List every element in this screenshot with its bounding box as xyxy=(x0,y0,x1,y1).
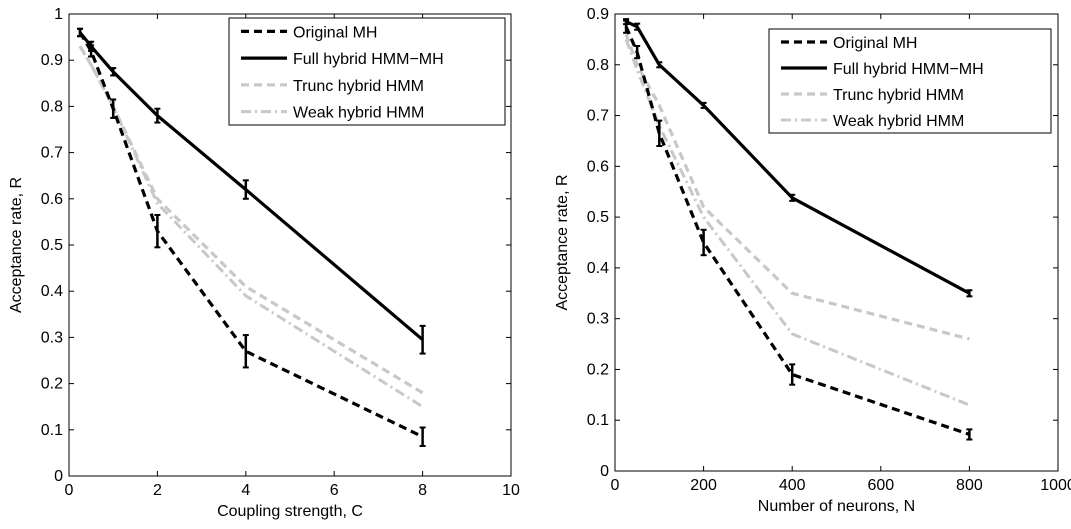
y-tick-label: 0.7 xyxy=(587,108,609,125)
y-axis-label: Acceptance rate, R xyxy=(8,177,25,313)
error-bar xyxy=(656,119,663,148)
y-tick-label: 0.5 xyxy=(587,209,609,226)
y-tick-label: 0.4 xyxy=(587,260,609,277)
y-tick-label: 0.4 xyxy=(41,283,63,300)
error-bar xyxy=(419,426,426,447)
error-bar xyxy=(242,179,249,200)
x-tick-label: 200 xyxy=(690,477,717,494)
x-tick-label: 6 xyxy=(330,482,339,499)
y-tick-label: 0.7 xyxy=(41,145,63,162)
y-tick-label: 0.3 xyxy=(41,329,63,346)
x-axis-label: Number of neurons, N xyxy=(758,498,915,515)
legend-box xyxy=(768,28,1052,134)
x-axis-label: Coupling strength, C xyxy=(217,503,363,520)
y-tick-label: 0.6 xyxy=(587,158,609,175)
series-line-3 xyxy=(78,45,424,395)
legend-label: Full hybrid HMM−MH xyxy=(293,51,444,68)
chart-panel-1: 0 2 4 6 8 10 0 0.1 0.2 0.3 0.4 0.5 0.6 0.7 0.8 0.9 1 Coup… xyxy=(8,6,520,520)
error-bar xyxy=(656,61,663,69)
legend-label: Full hybrid HMM−MH xyxy=(833,61,984,78)
legend-label: Weak hybrid HMM xyxy=(833,113,964,130)
error-bar xyxy=(634,22,641,31)
error-bar xyxy=(966,289,973,298)
error-bar xyxy=(789,193,796,202)
y-tick-label: 0.9 xyxy=(41,52,63,69)
y-tick-label: 0 xyxy=(54,468,63,485)
y-tick-label: 0.1 xyxy=(587,412,609,429)
y-tick-label: 0.2 xyxy=(587,361,609,378)
error-bar xyxy=(154,213,161,249)
legend-box xyxy=(228,17,506,126)
error-bar xyxy=(110,67,117,77)
y-axis-label: Acceptance rate, R xyxy=(554,174,571,310)
series-line-2 xyxy=(625,20,971,295)
x-tick-label: 4 xyxy=(241,482,250,499)
series-line-3 xyxy=(624,33,970,341)
series-line-2 xyxy=(78,31,424,341)
error-bar xyxy=(700,228,707,257)
series-line-4 xyxy=(624,38,970,407)
y-tick-label: 0.6 xyxy=(41,191,63,208)
legend: Original MH Full hybrid HMM−MH Trunc hybri… xyxy=(768,28,1052,134)
error-bar xyxy=(242,334,249,369)
error-bar xyxy=(966,428,973,441)
x-tick-label: 600 xyxy=(867,477,894,494)
y-tick-label: 1 xyxy=(54,6,63,23)
error-bar xyxy=(154,107,161,124)
error-bar xyxy=(419,324,426,355)
x-tick-label: 0 xyxy=(65,482,74,499)
y-tick-label: 0.3 xyxy=(587,311,609,328)
y-tick-label: 0.5 xyxy=(41,237,63,254)
legend-label: Weak hybrid HMM xyxy=(293,105,424,122)
legend-label: Original MH xyxy=(833,35,917,52)
y-tick-label: 0 xyxy=(600,463,609,480)
x-tick-label: 800 xyxy=(956,477,983,494)
y-tick-label: 0.1 xyxy=(41,422,63,439)
y-tick-label: 0.8 xyxy=(587,57,609,74)
series-line-1 xyxy=(624,26,970,436)
x-tick-label: 8 xyxy=(418,482,427,499)
series-line-4 xyxy=(78,45,424,408)
y-tick-label: 0.9 xyxy=(587,6,609,23)
error-bar xyxy=(110,98,117,119)
x-tick-label: 0 xyxy=(611,477,620,494)
legend-label: Trunc hybrid HMM xyxy=(293,78,424,95)
error-bar xyxy=(623,18,630,26)
error-bar xyxy=(634,44,641,60)
x-tick-label: 10 xyxy=(502,482,520,499)
legend-label: Trunc hybrid HMM xyxy=(833,87,964,104)
series-line-1 xyxy=(78,31,424,439)
error-bar xyxy=(789,363,796,386)
legend: Original MH Full hybrid HMM−MH Trunc hybri… xyxy=(228,17,506,126)
error-bar xyxy=(88,40,95,52)
plot-frame xyxy=(614,13,1059,472)
y-tick-label: 0.2 xyxy=(41,376,63,393)
x-tick-label: 2 xyxy=(153,482,162,499)
legend-label: Original MH xyxy=(293,24,377,41)
error-bar xyxy=(77,27,84,38)
x-tick-label: 400 xyxy=(779,477,806,494)
error-bar xyxy=(700,101,707,109)
y-tick-label: 0.8 xyxy=(41,98,63,115)
